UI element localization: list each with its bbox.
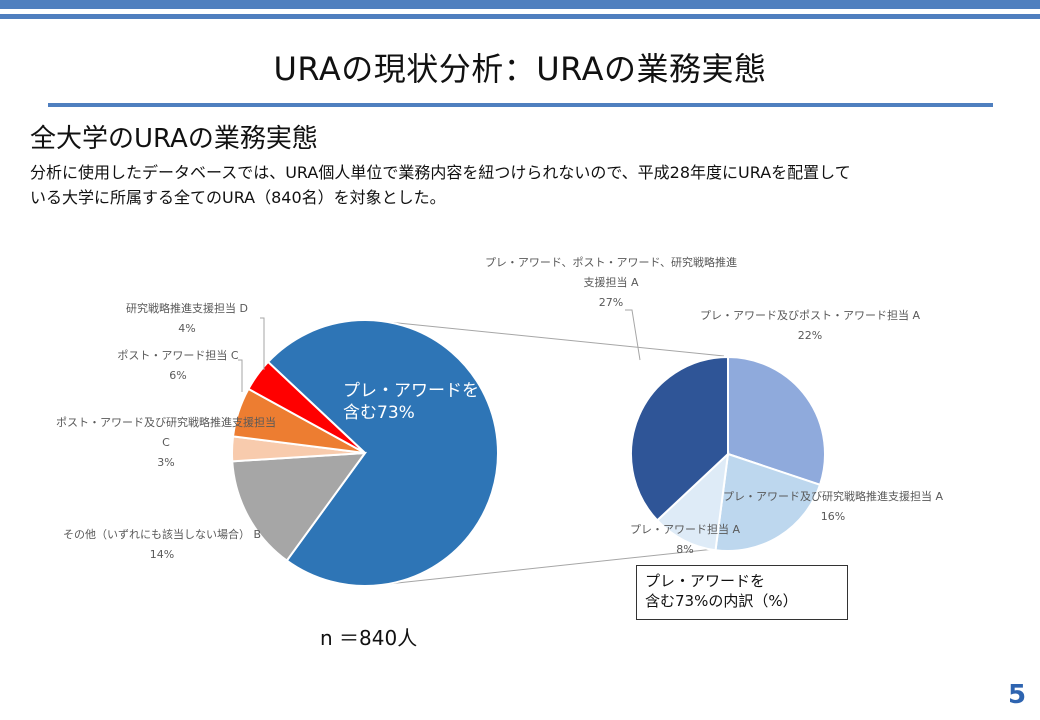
pie2-slice-3 (655, 451, 730, 552)
connector-line-bottom (387, 547, 725, 585)
pie2-slice-4 (630, 355, 729, 522)
pie2-slice-1 (727, 355, 826, 487)
pie1-label-4: ポスト・アワード担当 C 6% (117, 348, 238, 382)
title-underline (48, 103, 993, 107)
pie1-label-2: その他（いずれにも該当しない場合） B 14% (63, 527, 261, 561)
pie1-label-5: 研究戦略推進支援担当 D 4% (126, 301, 248, 335)
pie1-label-3: ポスト・アワード及び研究戦略推進支援担当 C 3% (56, 415, 276, 469)
pie1-slice-1 (266, 319, 499, 587)
pie2-label-1: プレ・アワード及びポスト・アワード担当 A 22% (700, 308, 920, 342)
leader-line-c (238, 359, 243, 392)
breakdown-caption-line-1: プレ・アワードを (645, 572, 766, 590)
top-accent-stripe (0, 14, 1040, 19)
leader-line-a27 (625, 309, 641, 361)
pie1-slice-2 (231, 451, 368, 562)
breakdown-caption-box: プレ・アワードを 含む73%の内訳（%） (636, 565, 848, 620)
slide-title: URAの現状分析：URAの業務実態 (273, 50, 767, 88)
pie1-slice-5 (247, 360, 366, 454)
description-line-2: いる大学に所属する全てのURA（840名）を対象とした。 (30, 188, 446, 207)
description: 分析に使用したデータベースでは、URA個人単位で業務内容を紐つけられないので、平… (30, 160, 1020, 210)
pie2-slice-2 (714, 452, 822, 552)
breakdown-caption-line-2: 含む73%の内訳（%） (645, 592, 798, 610)
connector-line-top (387, 321, 725, 357)
pie1-label-1: プレ・アワードを含む73% (343, 381, 479, 423)
top-accent-band (0, 0, 1040, 9)
pie2-label-4: プレ・アワード、ポスト・アワード、研究戦略推進支援担当 A 27% (485, 255, 737, 309)
pie2-label-2: プレ・アワード及び研究戦略推進支援担当 A 16% (723, 489, 943, 523)
section-heading: 全大学のURAの業務実態 (30, 124, 318, 154)
page-number: 5 (1008, 680, 1027, 710)
pie2-label-3: プレ・アワード担当 A 8% (630, 522, 740, 556)
leader-line-d (260, 317, 265, 370)
description-line-1: 分析に使用したデータベースでは、URA個人単位で業務内容を紐つけられないので、平… (30, 163, 851, 182)
sample-size-label: n ＝840人 (320, 626, 418, 650)
